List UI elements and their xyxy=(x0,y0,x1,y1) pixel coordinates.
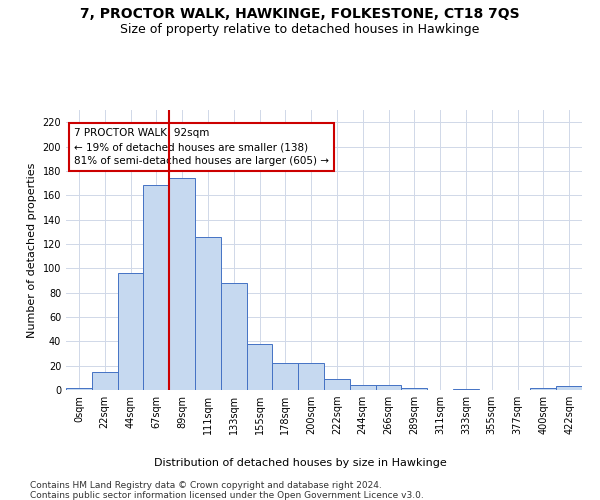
Bar xyxy=(324,379,350,390)
Text: Contains HM Land Registry data © Crown copyright and database right 2024.: Contains HM Land Registry data © Crown c… xyxy=(30,481,382,490)
Bar xyxy=(556,386,582,390)
Text: Size of property relative to detached houses in Hawkinge: Size of property relative to detached ho… xyxy=(121,22,479,36)
Bar xyxy=(272,363,298,390)
Bar xyxy=(169,178,195,390)
Bar xyxy=(376,385,401,390)
Text: 7, PROCTOR WALK, HAWKINGE, FOLKESTONE, CT18 7QS: 7, PROCTOR WALK, HAWKINGE, FOLKESTONE, C… xyxy=(80,8,520,22)
Bar xyxy=(247,344,272,390)
Bar xyxy=(118,273,143,390)
Bar xyxy=(453,389,479,390)
Y-axis label: Number of detached properties: Number of detached properties xyxy=(27,162,37,338)
Bar xyxy=(401,388,427,390)
Bar xyxy=(195,236,221,390)
Text: Contains public sector information licensed under the Open Government Licence v3: Contains public sector information licen… xyxy=(30,491,424,500)
Bar xyxy=(143,186,169,390)
Bar xyxy=(530,388,556,390)
Bar xyxy=(66,388,92,390)
Bar xyxy=(221,283,247,390)
Text: Distribution of detached houses by size in Hawkinge: Distribution of detached houses by size … xyxy=(154,458,446,468)
Bar xyxy=(350,385,376,390)
Bar xyxy=(298,363,324,390)
Text: 7 PROCTOR WALK: 92sqm
← 19% of detached houses are smaller (138)
81% of semi-det: 7 PROCTOR WALK: 92sqm ← 19% of detached … xyxy=(74,128,329,166)
Bar xyxy=(92,372,118,390)
